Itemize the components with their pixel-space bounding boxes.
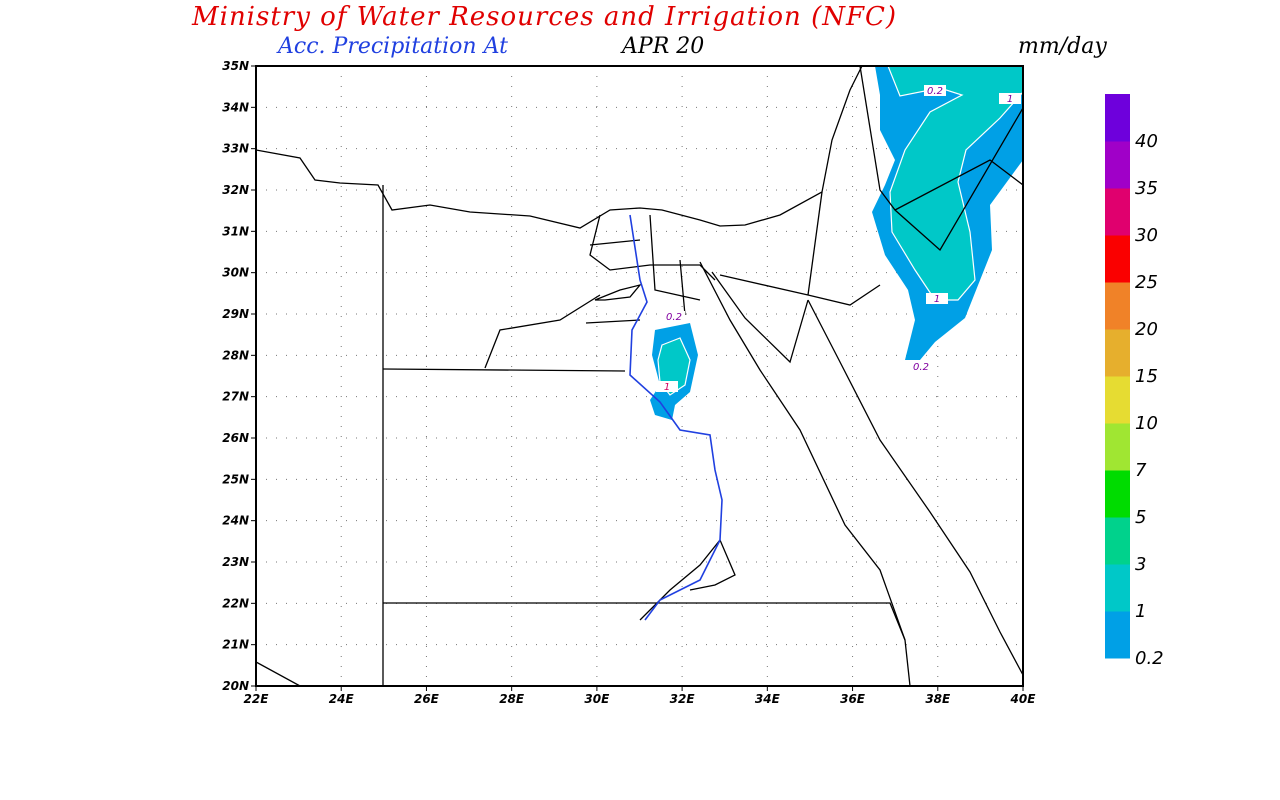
contour-label-bg xyxy=(656,381,678,392)
colorbar-swatch xyxy=(1105,470,1130,518)
date-label: APR 20 xyxy=(622,34,705,59)
colorbar-label: 20 xyxy=(1135,319,1158,340)
colorbar-swatch xyxy=(1105,564,1130,612)
colorbar-label: 5 xyxy=(1135,507,1146,528)
contour-label-bg xyxy=(663,311,685,322)
colorbar-label: 1 xyxy=(1135,601,1146,622)
lon-tick-label: 34E xyxy=(755,692,781,706)
colorbar-label: 0.2 xyxy=(1135,648,1164,669)
coastlines-borders xyxy=(256,66,1023,686)
lon-tick-label: 40E xyxy=(1010,692,1037,706)
chart-title: Ministry of Water Resources and Irrigati… xyxy=(192,2,898,32)
colorbar-swatch xyxy=(1105,94,1130,142)
lon-tick-label: 24E xyxy=(329,692,355,706)
mediterranean-coast xyxy=(256,66,863,229)
colorbar-label: 35 xyxy=(1135,178,1158,199)
lon-tick-label: 38E xyxy=(925,692,951,706)
colorbar-swatch xyxy=(1105,235,1130,283)
fayoum xyxy=(484,283,642,369)
contour-label-bg xyxy=(924,85,946,96)
map-frame xyxy=(255,65,1024,687)
contour-label: 0.2 xyxy=(666,312,682,323)
sinai-border xyxy=(807,191,823,296)
lon-tick-label: 22E xyxy=(244,692,270,706)
lat-tick-label: 21N xyxy=(222,638,249,652)
contour-label: 0.2 xyxy=(927,86,943,97)
lon-tick-label: 32E xyxy=(670,692,696,706)
colorbar-swatch xyxy=(1105,329,1130,377)
internal-boundary xyxy=(382,368,626,372)
lat-tick-label: 34N xyxy=(222,100,249,114)
gulf-of-suez-east xyxy=(711,271,809,364)
colorbar-swatch xyxy=(1105,611,1130,659)
lat-tick-label: 23N xyxy=(222,555,249,569)
colorbar-swatch xyxy=(1105,376,1130,424)
lat-tick-label: 22N xyxy=(222,596,249,610)
colorbar-label: 3 xyxy=(1135,554,1146,575)
lat-tick-label: 32N xyxy=(222,183,249,197)
lat-tick-label: 29N xyxy=(222,307,249,321)
contour-label: 0.2 xyxy=(913,362,929,373)
contour-label-bg xyxy=(926,293,948,304)
colorbar-swatch xyxy=(1105,517,1130,565)
colorbar-swatch xyxy=(1105,423,1130,471)
lat-tick-label: 28N xyxy=(222,348,249,362)
colorbar-label: 25 xyxy=(1135,272,1158,293)
lat-tick-label: 20N xyxy=(222,679,249,693)
colorbar-swatch xyxy=(1105,282,1130,330)
contour-label: 1 xyxy=(1007,94,1013,105)
gulf-of-suez-west xyxy=(699,261,911,686)
lat-tick-label: 35N xyxy=(222,59,249,73)
arabian-coast xyxy=(807,299,1023,676)
colorbar-label: 7 xyxy=(1135,460,1147,481)
nile-river xyxy=(629,214,723,621)
colorbar-swatch xyxy=(1105,188,1130,236)
contour-label: 1 xyxy=(934,294,940,305)
levant-borders xyxy=(719,66,1023,306)
lat-tick-label: 26N xyxy=(222,431,249,445)
lat-tick-label: 31N xyxy=(222,224,249,238)
units-label: mm/day xyxy=(1018,34,1107,59)
contour-label-bg xyxy=(910,361,932,372)
contour-label-bg xyxy=(999,93,1021,104)
colorbar-label: 30 xyxy=(1135,225,1158,246)
colorbar-label: 10 xyxy=(1135,413,1158,434)
lon-tick-label: 36E xyxy=(840,692,866,706)
subtitle: Acc. Precipitation At xyxy=(278,34,508,59)
lon-tick-label: 26E xyxy=(414,692,440,706)
lat-tick-label: 24N xyxy=(222,514,249,528)
lat-tick-label: 25N xyxy=(222,472,249,486)
contour-label: 1 xyxy=(664,382,670,393)
sudan-egypt-border xyxy=(383,602,906,641)
lat-tick-label: 27N xyxy=(222,390,249,404)
colorbar-label: 15 xyxy=(1135,366,1158,387)
lat-tick-label: 33N xyxy=(222,142,249,156)
lon-tick-label: 28E xyxy=(499,692,525,706)
colorbar-swatch xyxy=(1105,141,1130,189)
lon-tick-label: 30E xyxy=(584,692,610,706)
libya-coast-sw xyxy=(256,661,301,686)
delta-boundaries xyxy=(589,214,716,316)
lat-tick-label: 30N xyxy=(222,266,249,280)
colorbar-label: 40 xyxy=(1135,131,1158,152)
